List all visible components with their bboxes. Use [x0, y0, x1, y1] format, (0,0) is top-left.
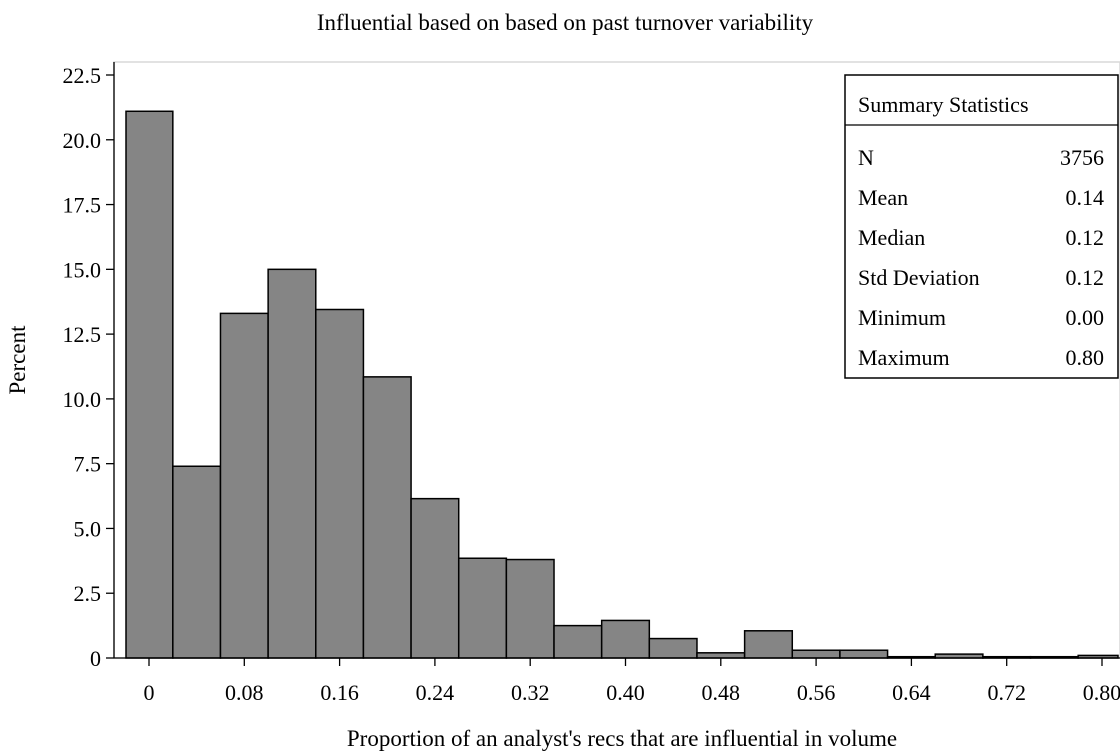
stats-label-4: Minimum: [858, 305, 946, 330]
histogram-bar-5: [362, 376, 412, 659]
stats-title: Summary Statistics: [858, 92, 1029, 117]
stats-value-2: 0.12: [1066, 225, 1105, 250]
x-axis-label: Proportion of an analyst's recs that are…: [347, 726, 897, 751]
histogram-bar-8: [505, 558, 555, 659]
x-tick-label-2: 0.16: [320, 680, 359, 705]
stats-value-0: 3756: [1060, 145, 1104, 170]
stats-label-0: N: [858, 145, 874, 170]
y-tick-label-4: 10.0: [63, 387, 102, 412]
histogram-bar-7: [457, 557, 508, 659]
histogram-bar-12: [696, 652, 746, 659]
histogram-bar-6: [410, 497, 460, 659]
stats-label-1: Mean: [858, 185, 908, 210]
y-tick-label-8: 20.0: [63, 128, 102, 153]
histogram-bar-15: [839, 649, 889, 659]
x-tick-label-8: 0.64: [892, 680, 931, 705]
x-axis-ticks: 0 0.08 0.16 0.24 0.32 0.40 0.48 0.56 0.64 0.72 0.8…: [144, 658, 1120, 705]
histogram-bar-2: [219, 312, 269, 659]
y-axis-label: Percent: [5, 325, 30, 395]
x-tick-label-5: 0.40: [606, 680, 645, 705]
y-axis-ticks: 0 2.5 5.0 7.5 10.0 12.5 15.0 17.5 20.0 22.5: [63, 63, 114, 671]
y-tick-label-0: 0: [90, 646, 101, 671]
stats-value-1: 0.14: [1066, 185, 1105, 210]
x-tick-label-0: 0: [144, 680, 155, 705]
histogram-bar-11: [648, 637, 698, 659]
x-tick-label-6: 0.48: [702, 680, 741, 705]
histogram-bar-13: [743, 630, 794, 659]
stats-value-3: 0.12: [1066, 265, 1105, 290]
x-tick-label-4: 0.32: [511, 680, 550, 705]
histogram-bar-0: [125, 110, 174, 659]
summary-statistics-box: Summary Statistics N 3756 Mean 0.14 Median 0.…: [844, 74, 1119, 379]
y-tick-label-9: 22.5: [63, 63, 102, 88]
y-tick-label-3: 7.5: [74, 452, 102, 477]
chart-title: Influential based on based on past turno…: [317, 10, 814, 35]
y-tick-label-6: 15.0: [63, 257, 102, 282]
histogram-bar-10: [600, 619, 651, 659]
x-tick-label-9: 0.72: [987, 680, 1026, 705]
y-tick-label-2: 5.0: [74, 516, 102, 541]
stats-value-4: 0.00: [1066, 305, 1105, 330]
x-tick-label-1: 0.08: [225, 680, 264, 705]
stats-label-5: Maximum: [858, 345, 950, 370]
y-tick-label-1: 2.5: [74, 581, 102, 606]
stats-value-5: 0.80: [1066, 345, 1105, 370]
x-tick-label-7: 0.56: [797, 680, 836, 705]
histogram-bar-9: [553, 624, 603, 659]
stats-rows: N 3756 Mean 0.14 Median 0.12 Std Deviation 0.12…: [858, 145, 1104, 370]
stats-label-2: Median: [858, 225, 925, 250]
histogram-bar-1: [172, 465, 222, 659]
histogram-bar-14: [791, 649, 841, 659]
histogram-bar-3: [267, 268, 317, 659]
y-tick-label-7: 17.5: [63, 193, 102, 218]
y-tick-label-5: 12.5: [63, 322, 102, 347]
x-tick-label-3: 0.24: [416, 680, 455, 705]
histogram-bar-4: [315, 308, 365, 659]
stats-label-3: Std Deviation: [858, 265, 980, 290]
x-tick-label-10: 0.80: [1083, 680, 1120, 705]
